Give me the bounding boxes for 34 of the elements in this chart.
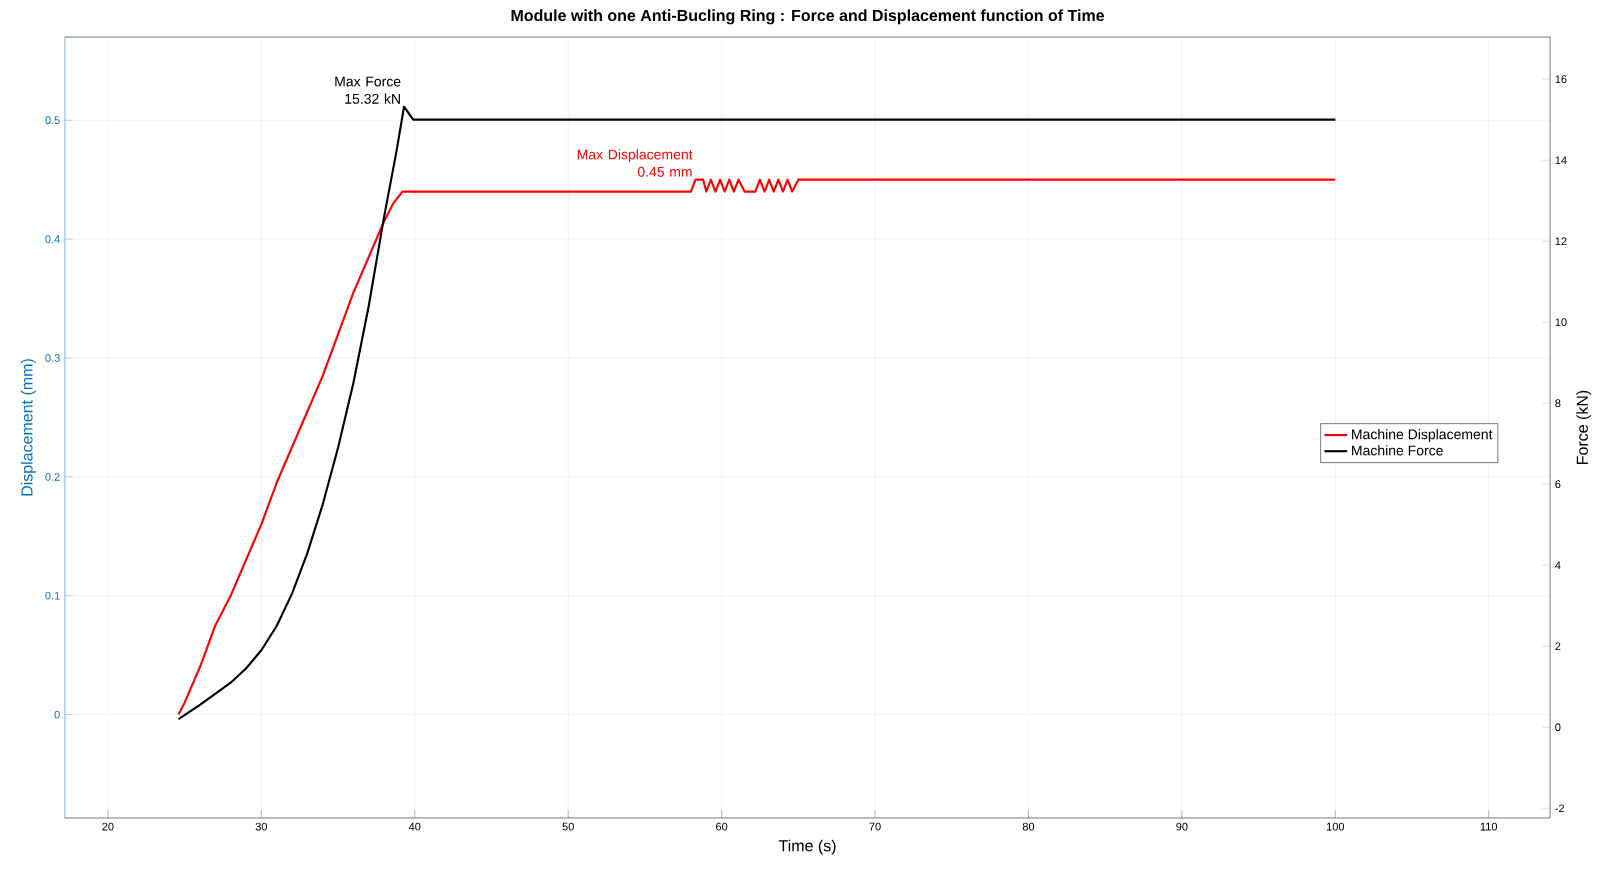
legend-label: Machine Displacement bbox=[1352, 429, 1493, 443]
y2-tick-label: 12 bbox=[1555, 237, 1567, 246]
y2-tick-label: 6 bbox=[1555, 480, 1561, 489]
y2-tick-label: 2 bbox=[1555, 642, 1561, 651]
y2-tick-label: -2 bbox=[1555, 804, 1565, 813]
y-tick-label: 0.2 bbox=[45, 472, 60, 481]
y-tick-label: 0.3 bbox=[45, 354, 60, 362]
y2-tick-label: 8 bbox=[1555, 399, 1561, 408]
x-tick-label: 60 bbox=[716, 822, 728, 831]
y-axis-title: Displacement (mm) bbox=[20, 359, 36, 496]
y2-tick-label: 16 bbox=[1555, 75, 1567, 84]
x-tick-label: 100 bbox=[1326, 822, 1345, 831]
x-tick-label: 20 bbox=[102, 822, 114, 831]
annotation: Max Force 15.32 kN bbox=[335, 76, 401, 104]
x-tick-label: 40 bbox=[408, 822, 421, 831]
y2-tick-label: 10 bbox=[1555, 318, 1567, 327]
chart-title: Module with one Anti-Bucling Ring : Force and Displacement function of Time bbox=[511, 9, 1105, 25]
y-tick-label: 0.1 bbox=[45, 591, 60, 600]
y2-tick-label: 14 bbox=[1555, 156, 1567, 164]
y2-tick-label: 0 bbox=[1555, 723, 1561, 732]
x-tick-label: 80 bbox=[1022, 822, 1035, 831]
x-tick-label: 70 bbox=[869, 822, 881, 831]
x-axis-title: Time (s) bbox=[778, 839, 836, 855]
x-tick-label: 110 bbox=[1480, 822, 1498, 831]
annotation: Max Displacement 0.45 mm bbox=[577, 149, 693, 177]
y-tick-label: 0 bbox=[54, 710, 60, 719]
y-tick-label: 0.4 bbox=[45, 235, 60, 244]
x-tick-label: 50 bbox=[562, 822, 574, 831]
y-tick-label: 0.5 bbox=[45, 116, 60, 125]
y2-tick-label: 4 bbox=[1555, 561, 1561, 570]
legend-label: Machine Force bbox=[1352, 445, 1443, 456]
y2-axis-title: Force (kN) bbox=[1576, 390, 1592, 464]
x-tick-label: 30 bbox=[255, 822, 268, 831]
x-tick-label: 90 bbox=[1176, 822, 1188, 831]
